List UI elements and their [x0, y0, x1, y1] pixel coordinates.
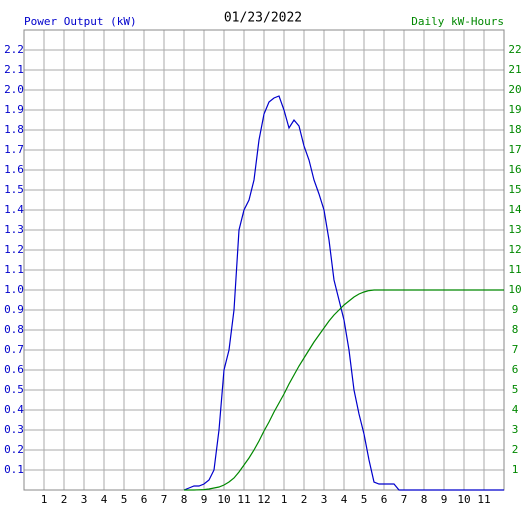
- y2-tick-label: 6: [512, 363, 519, 376]
- y-tick-label: 2.2: [4, 43, 24, 56]
- y-tick-label: 0.9: [4, 303, 24, 316]
- chart-title: 01/23/2022: [224, 11, 302, 26]
- y-tick-label: 1.5: [4, 183, 24, 196]
- x-tick-label: 9: [441, 493, 448, 506]
- x-tick-label: 6: [141, 493, 148, 506]
- x-tick-label: 1: [41, 493, 48, 506]
- y-axis-label: Power Output (kW): [24, 15, 137, 28]
- y2-tick-label: 20: [508, 83, 521, 96]
- y2-tick-label: 2: [512, 443, 519, 456]
- y-tick-label: 0.8: [4, 323, 24, 336]
- x-tick-label: 10: [457, 493, 470, 506]
- x-tick-label: 10: [217, 493, 230, 506]
- data-line: [184, 289, 504, 491]
- y-tick-label: 1.3: [4, 223, 24, 236]
- y2-tick-label: 17: [508, 143, 521, 156]
- x-tick-label: 2: [301, 493, 308, 506]
- data-line: [183, 95, 504, 491]
- y2-tick-label: 19: [508, 103, 521, 116]
- y-tick-label: 0.4: [4, 403, 24, 416]
- y-tick-label: 0.1: [4, 463, 24, 476]
- y2-axis-label: Daily kW-Hours: [411, 15, 504, 28]
- y-tick-label: 1.2: [4, 243, 24, 256]
- y2-tick-label: 14: [508, 203, 522, 216]
- x-tick-label: 4: [101, 493, 108, 506]
- y2-tick-label: 16: [508, 163, 521, 176]
- y-tick-label: 1.7: [4, 143, 24, 156]
- y-tick-label: 1.0: [4, 283, 24, 296]
- x-tick-label: 12: [257, 493, 270, 506]
- x-tick-label: 5: [121, 493, 128, 506]
- y2-tick-label: 3: [512, 423, 519, 436]
- y2-tick-label: 10: [508, 283, 521, 296]
- y2-tick-label: 12: [508, 243, 521, 256]
- x-tick-label: 7: [161, 493, 168, 506]
- y2-tick-label: 7: [512, 343, 519, 356]
- y-tick-label: 2.0: [4, 83, 24, 96]
- y2-tick-label: 9: [512, 303, 519, 316]
- y-tick-label: 0.2: [4, 443, 24, 456]
- y2-tick-label: 21: [508, 63, 521, 76]
- y-tick-label: 2.1: [4, 63, 24, 76]
- y2-tick-label: 18: [508, 123, 521, 136]
- y2-tick-label: 8: [512, 323, 519, 336]
- y2-tick-label: 5: [512, 383, 519, 396]
- y2-tick-label: 1: [512, 463, 519, 476]
- plot-frame: [23, 29, 505, 491]
- y2-tick-label: 15: [508, 183, 521, 196]
- y-tick-label: 1.4: [4, 203, 24, 216]
- y2-tick-label: 13: [508, 223, 521, 236]
- x-tick-label: 7: [401, 493, 408, 506]
- y-tick-label: 0.6: [4, 363, 24, 376]
- x-tick-label: 2: [61, 493, 68, 506]
- x-tick-label: 4: [341, 493, 348, 506]
- y2-tick-label: 11: [508, 263, 521, 276]
- y2-tick-label: 22: [508, 43, 521, 56]
- y-tick-label: 0.7: [4, 343, 24, 356]
- x-tick-label: 1: [281, 493, 288, 506]
- y-tick-label: 0.5: [4, 383, 24, 396]
- x-tick-label: 11: [237, 493, 250, 506]
- x-tick-label: 11: [477, 493, 490, 506]
- x-tick-label: 9: [201, 493, 208, 506]
- x-tick-label: 3: [321, 493, 328, 506]
- y-tick-label: 0.3: [4, 423, 24, 436]
- y-tick-label: 1.1: [4, 263, 24, 276]
- x-tick-label: 6: [381, 493, 388, 506]
- x-tick-label: 5: [361, 493, 368, 506]
- x-tick-label: 3: [81, 493, 88, 506]
- y2-tick-label: 4: [512, 403, 519, 416]
- x-tick-label: 8: [181, 493, 188, 506]
- x-tick-label: 8: [421, 493, 428, 506]
- y-tick-label: 1.6: [4, 163, 24, 176]
- y-tick-label: 1.8: [4, 123, 24, 136]
- y-tick-label: 1.9: [4, 103, 24, 116]
